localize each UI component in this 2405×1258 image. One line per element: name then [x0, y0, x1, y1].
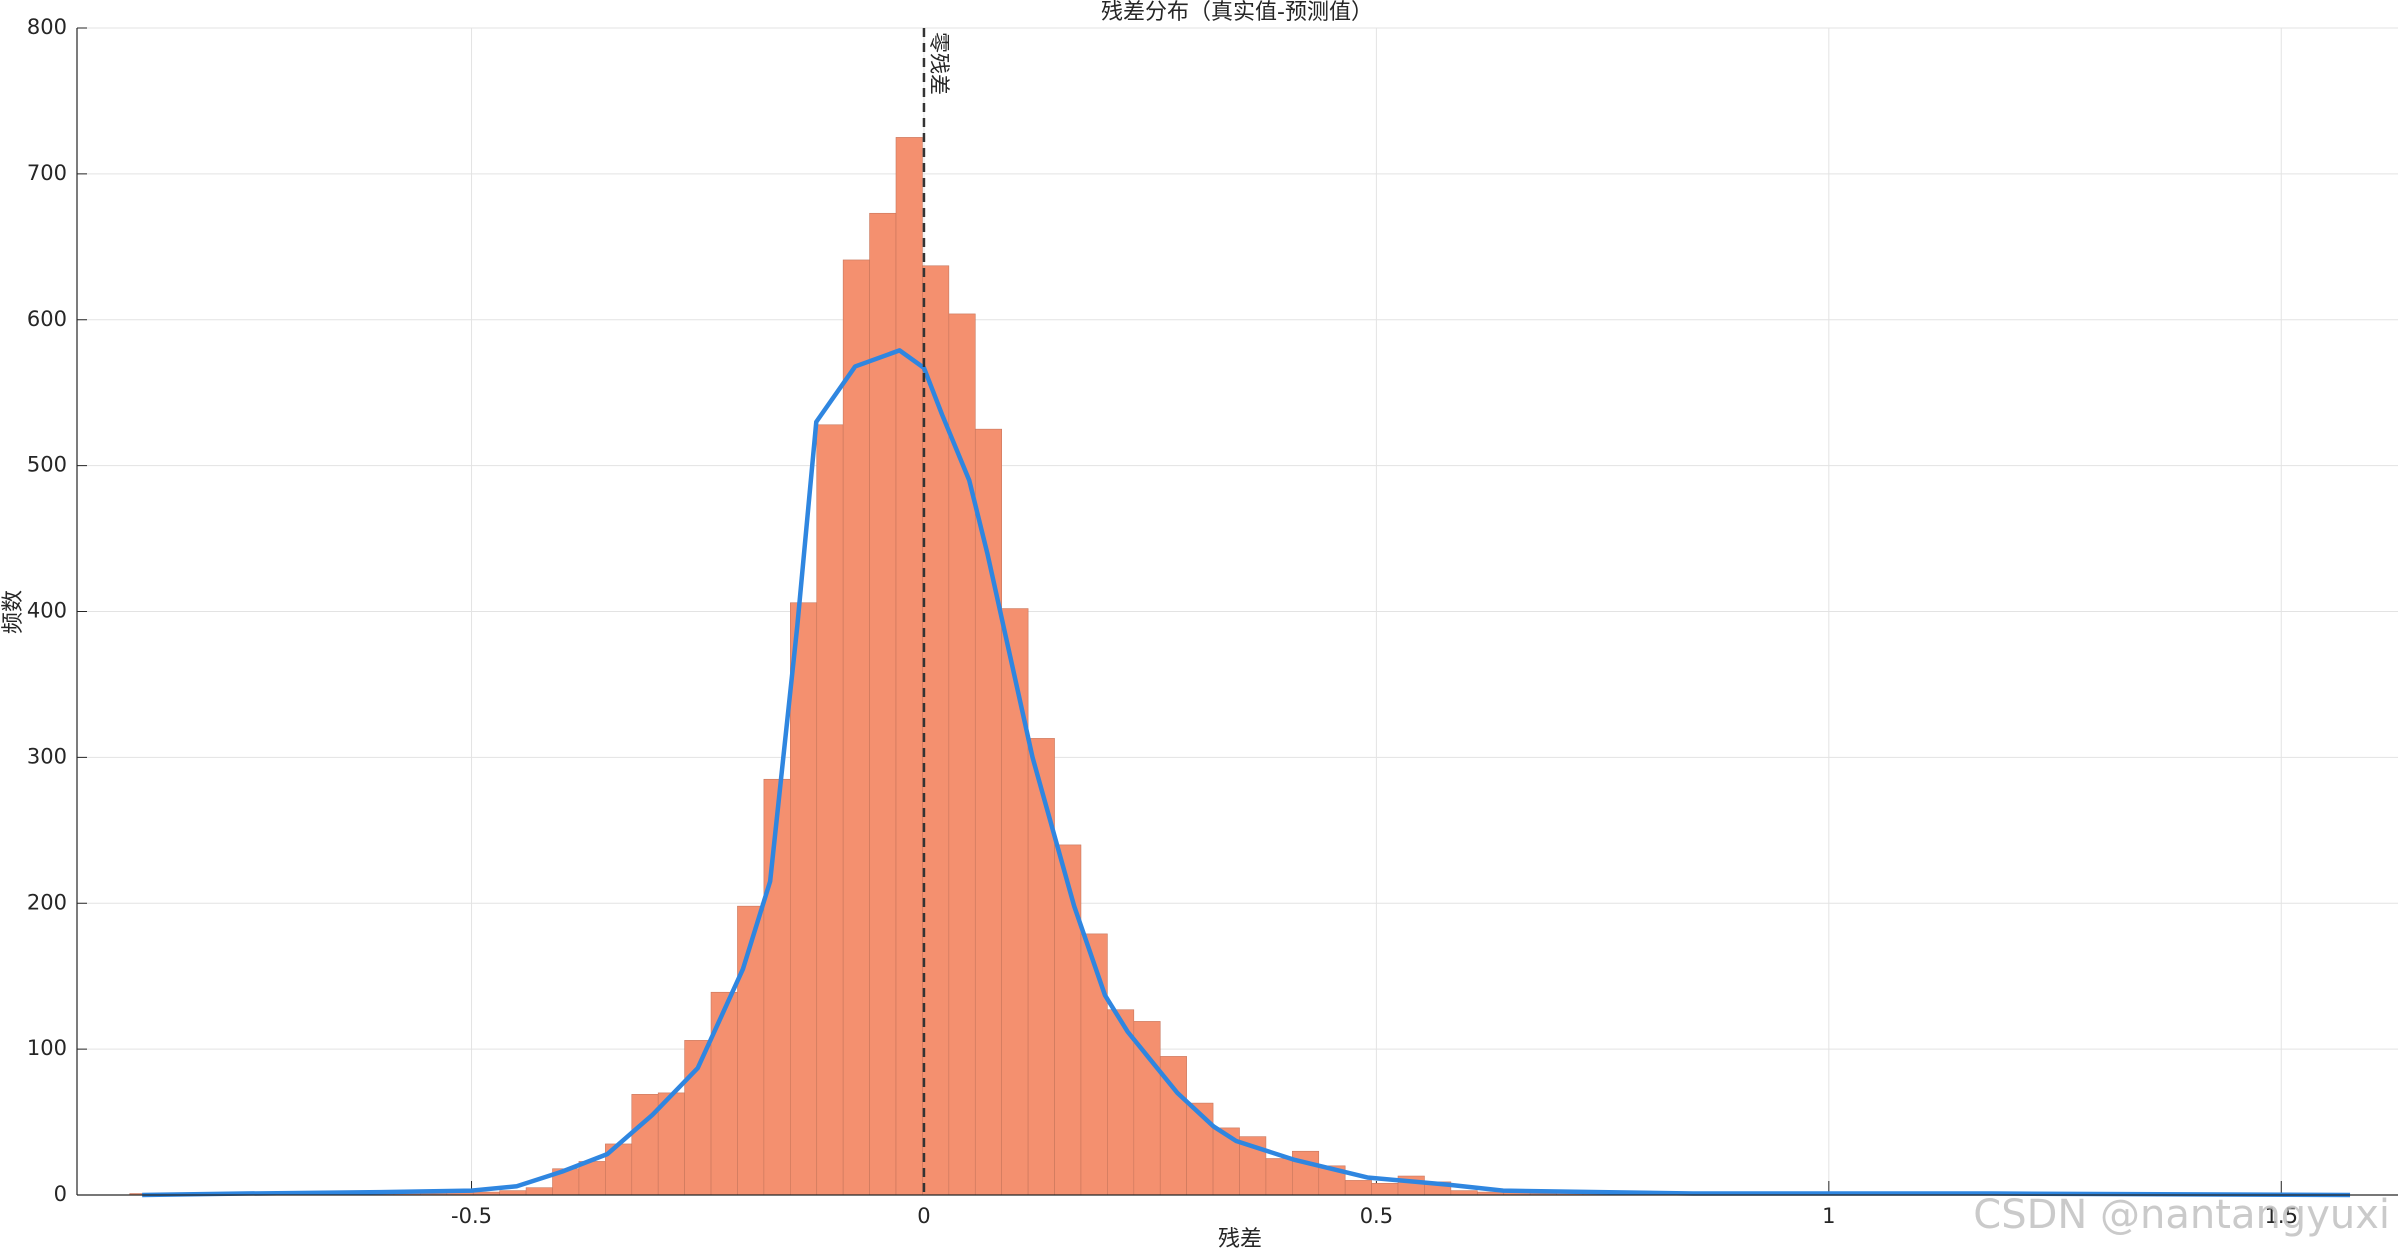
bar: [1027, 738, 1055, 1196]
bar: [1133, 1021, 1161, 1196]
x-axis-label: 残差: [1218, 1227, 1262, 1252]
bar: [710, 991, 738, 1196]
bar: [737, 905, 765, 1196]
bar: [869, 212, 897, 1196]
y-tick-label: 600: [27, 307, 67, 331]
bar: [525, 1187, 553, 1196]
bar: [842, 259, 870, 1196]
bar: [578, 1161, 606, 1196]
y-tick-label: 100: [27, 1036, 67, 1060]
bar: [631, 1094, 659, 1196]
x-tick-label: 0: [917, 1204, 930, 1228]
y-tick-label: 400: [27, 599, 67, 623]
bar: [1001, 608, 1029, 1196]
bar: [657, 1092, 685, 1196]
bar: [974, 428, 1002, 1196]
bar: [1292, 1150, 1320, 1196]
reference-label: 零残差: [927, 32, 951, 95]
x-tick-label: -0.5: [451, 1204, 492, 1228]
bar: [1186, 1102, 1214, 1196]
x-tick-label: 1.5: [2265, 1204, 2298, 1228]
bar: [1107, 1009, 1135, 1196]
y-tick-label: 500: [27, 453, 67, 477]
bar: [1054, 844, 1082, 1196]
y-tick-label: 700: [27, 161, 67, 185]
y-tick-label: 200: [27, 890, 67, 914]
bar: [922, 265, 950, 1196]
x-tick-label: 1: [1822, 1204, 1835, 1228]
watermark: CSDN @nantangyuxi: [1973, 1192, 2390, 1238]
bar: [790, 602, 818, 1196]
kde-line: [142, 348, 2351, 1198]
bar: [1450, 1190, 1478, 1196]
chart-title: 残差分布（真实值-预测值）: [1101, 0, 1373, 25]
bar: [816, 424, 844, 1196]
y-tick-label: 0: [54, 1182, 67, 1206]
bar: [1344, 1180, 1372, 1196]
bar: [1080, 933, 1108, 1196]
bar: [895, 137, 923, 1196]
bar: [499, 1190, 527, 1196]
y-tick-label: 300: [27, 744, 67, 768]
bar: [1265, 1158, 1293, 1196]
bar: [763, 778, 791, 1196]
x-tick-label: 0.5: [1360, 1204, 1393, 1228]
y-axis-label: 频数: [1, 590, 26, 634]
bar: [1371, 1183, 1399, 1196]
y-tick-label: 800: [27, 15, 67, 39]
